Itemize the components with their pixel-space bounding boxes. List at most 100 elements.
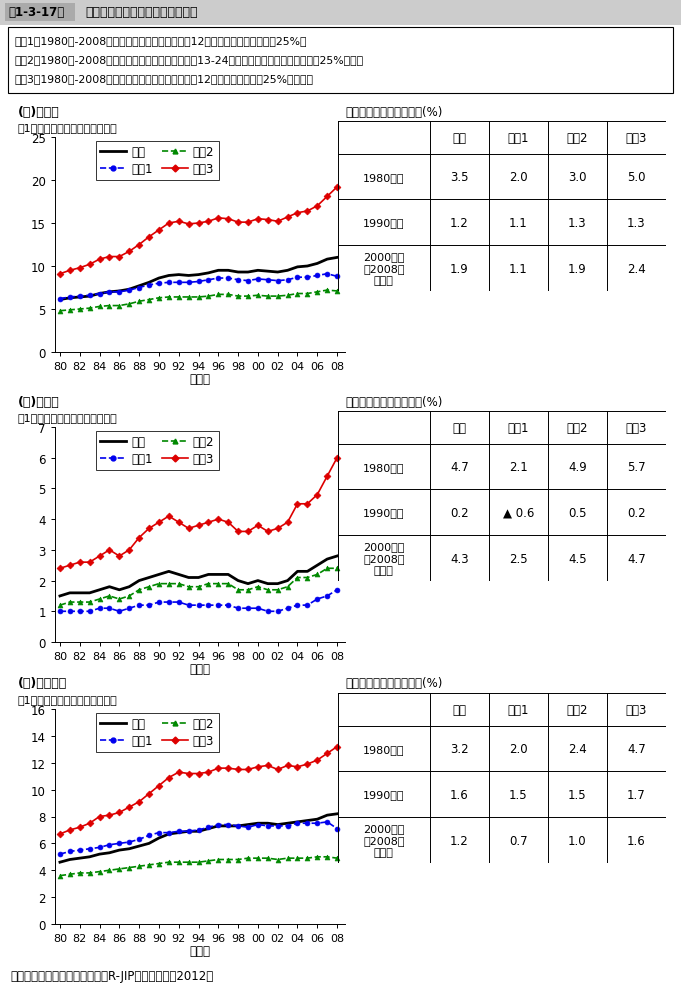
地域2 bbox=[155, 292, 163, 304]
地域3 bbox=[56, 563, 64, 575]
Text: (３)非製造業: (３)非製造業 bbox=[18, 677, 67, 690]
地域3 bbox=[165, 771, 173, 783]
Text: 地域3: 地域3 bbox=[626, 132, 647, 145]
地域1 bbox=[323, 268, 331, 280]
地域1 bbox=[264, 820, 272, 832]
地域1 bbox=[274, 820, 282, 832]
地域1 bbox=[204, 274, 212, 286]
全国 bbox=[195, 825, 203, 837]
Text: 地域2: 地域2 bbox=[567, 421, 588, 434]
地域1 bbox=[185, 825, 193, 837]
X-axis label: （年）: （年） bbox=[189, 373, 210, 386]
Legend: 全国, 地域1, 地域2, 地域3: 全国, 地域1, 地域2, 地域3 bbox=[96, 431, 219, 470]
地域2 bbox=[145, 859, 153, 871]
地域3 bbox=[155, 517, 163, 529]
全国 bbox=[313, 813, 321, 825]
全国 bbox=[155, 832, 163, 844]
Text: 4.7: 4.7 bbox=[450, 460, 469, 473]
地域3 bbox=[125, 545, 133, 557]
地域3 bbox=[264, 215, 272, 227]
地域2 bbox=[274, 854, 282, 866]
全国 bbox=[224, 265, 232, 277]
地域3 bbox=[95, 551, 104, 563]
地域3 bbox=[185, 219, 193, 231]
地域1 bbox=[125, 602, 133, 614]
地域2 bbox=[174, 579, 183, 590]
地域2 bbox=[66, 596, 74, 608]
地域1 bbox=[303, 599, 311, 611]
Text: 1.9: 1.9 bbox=[568, 262, 587, 275]
Line: 地域3: 地域3 bbox=[57, 185, 340, 277]
地域1 bbox=[215, 819, 223, 831]
Text: 1990年代: 1990年代 bbox=[363, 789, 405, 799]
全国 bbox=[76, 852, 84, 864]
地域2 bbox=[204, 291, 212, 303]
地域3 bbox=[254, 520, 262, 532]
全国 bbox=[313, 258, 321, 270]
全国 bbox=[86, 851, 94, 863]
地域3 bbox=[195, 520, 203, 532]
Text: 第1-3-17図: 第1-3-17図 bbox=[8, 7, 64, 20]
地域1 bbox=[95, 842, 104, 854]
Text: 5.0: 5.0 bbox=[627, 171, 646, 184]
地域2 bbox=[333, 285, 341, 297]
地域2 bbox=[234, 291, 242, 303]
Text: 年代別に見た平均成長率(%): 年代別に見た平均成長率(%) bbox=[345, 105, 443, 118]
全国 bbox=[333, 808, 341, 820]
地域1 bbox=[303, 817, 311, 829]
全国 bbox=[313, 560, 321, 572]
地域1 bbox=[174, 825, 183, 837]
地域3 bbox=[174, 517, 183, 529]
地域1 bbox=[165, 277, 173, 289]
地域3 bbox=[244, 217, 252, 229]
Line: 地域2: 地域2 bbox=[57, 855, 340, 878]
地域3 bbox=[86, 259, 94, 271]
地域3 bbox=[66, 824, 74, 836]
Text: 3.0: 3.0 bbox=[568, 171, 587, 184]
地域2 bbox=[174, 291, 183, 303]
地域1 bbox=[294, 599, 302, 611]
全国 bbox=[165, 566, 173, 578]
地域3 bbox=[204, 517, 212, 529]
地域2 bbox=[204, 579, 212, 590]
地域1 bbox=[294, 272, 302, 284]
地域3 bbox=[106, 545, 114, 557]
地域3 bbox=[294, 498, 302, 510]
地域2 bbox=[86, 867, 94, 879]
地域2 bbox=[165, 291, 173, 303]
地域3 bbox=[274, 763, 282, 775]
全国 bbox=[234, 820, 242, 832]
Text: 1980年代: 1980年代 bbox=[363, 744, 405, 753]
地域1 bbox=[66, 846, 74, 858]
地域2 bbox=[303, 852, 311, 864]
Line: 地域3: 地域3 bbox=[57, 745, 340, 837]
地域3 bbox=[195, 767, 203, 779]
地域2 bbox=[56, 599, 64, 611]
地域1 bbox=[135, 834, 143, 846]
Text: 3.2: 3.2 bbox=[450, 743, 469, 755]
地域1 bbox=[155, 596, 163, 608]
地域1 bbox=[165, 596, 173, 608]
Text: 2.0: 2.0 bbox=[509, 743, 528, 755]
地域1 bbox=[66, 605, 74, 617]
地域1 bbox=[56, 848, 64, 860]
全国 bbox=[66, 587, 74, 599]
全国 bbox=[95, 288, 104, 300]
地域2 bbox=[215, 579, 223, 590]
地域2 bbox=[224, 289, 232, 301]
全国 bbox=[115, 584, 123, 596]
地域3 bbox=[313, 201, 321, 213]
全国 bbox=[274, 579, 282, 590]
地域2 bbox=[76, 304, 84, 316]
Legend: 全国, 地域1, 地域2, 地域3: 全国, 地域1, 地域2, 地域3 bbox=[96, 141, 219, 181]
地域1 bbox=[56, 605, 64, 617]
全国 bbox=[125, 284, 133, 296]
全国 bbox=[155, 272, 163, 284]
地域3 bbox=[155, 225, 163, 237]
地域2 bbox=[76, 867, 84, 879]
地域2 bbox=[313, 569, 321, 580]
地域1 bbox=[165, 827, 173, 839]
地域1 bbox=[264, 274, 272, 286]
地域2 bbox=[234, 584, 242, 596]
地域2 bbox=[145, 294, 153, 306]
